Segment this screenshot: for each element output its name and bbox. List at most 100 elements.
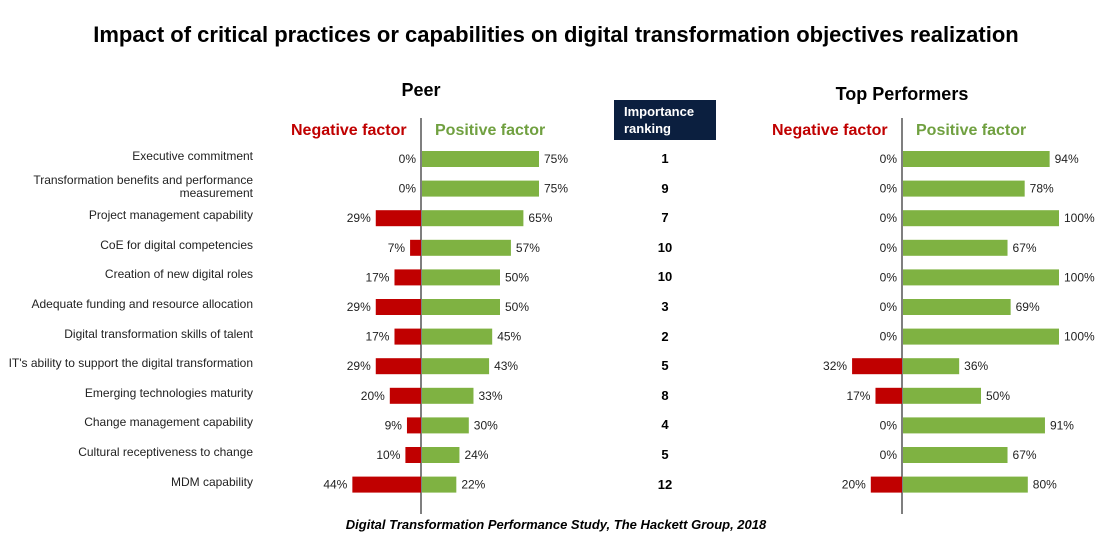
- peer-positive-bar: [422, 151, 539, 167]
- top-negative-value-label: 20%: [842, 478, 866, 492]
- peer-positive-value-label: 75%: [544, 152, 568, 166]
- peer-negative-bar: [389, 387, 421, 404]
- top-positive-bar: [903, 269, 1059, 286]
- peer-positive-value-label: 65%: [528, 211, 552, 225]
- peer-negative-bar: [375, 358, 421, 375]
- top-negative-bar: [852, 358, 902, 375]
- importance-rank: 1: [661, 151, 669, 166]
- category-label: Change management capability: [84, 415, 253, 430]
- peer-positive-value-label: 75%: [544, 182, 568, 196]
- source-footer: Digital Transformation Performance Study…: [345, 517, 767, 532]
- top-positive-value-label: 36%: [964, 359, 988, 373]
- importance-rank: 5: [661, 447, 669, 462]
- peer-positive-value-label: 45%: [497, 330, 521, 344]
- peer-negative-value-label: 44%: [323, 478, 347, 492]
- top-positive-value-label: 100%: [1064, 330, 1095, 344]
- peer-positive-bar: [422, 269, 500, 286]
- top-positive-bar: [903, 239, 1008, 256]
- top-positive-bar: [903, 387, 981, 404]
- top-negative-value-label: 0%: [880, 418, 898, 432]
- peer-negative-bar: [375, 299, 421, 315]
- top-negative-value-label: 0%: [880, 241, 898, 255]
- chart-title: Impact of critical practices or capabili…: [93, 22, 1019, 47]
- importance-rank: 2: [661, 328, 669, 344]
- top-negative-value-label: 0%: [880, 448, 898, 462]
- top-positive-value-label: 69%: [1016, 300, 1040, 314]
- top-performers-panel-title: Top Performers: [835, 84, 969, 104]
- top-positive-value-label: 100%: [1064, 211, 1095, 225]
- peer-positive-value-label: 57%: [516, 241, 540, 255]
- peer-positive-value-label: 24%: [464, 448, 488, 462]
- category-label: MDM capability: [170, 474, 253, 489]
- peer-positive-bar: [422, 476, 457, 493]
- importance-rank: 8: [661, 387, 669, 403]
- peer-negative-value-label: 7%: [388, 241, 406, 255]
- category-label: Digital transformation skills of talent: [64, 326, 253, 341]
- peer-negative-bar: [394, 269, 421, 286]
- peer-negative-legend: Negative factor: [291, 122, 407, 139]
- top-positive-bar: [903, 417, 1045, 434]
- peer-negative-bar: [352, 476, 421, 493]
- top-negative-value-label: 0%: [880, 330, 898, 344]
- peer-negative-bar: [406, 417, 421, 434]
- top-negative-bar: [870, 476, 902, 493]
- top-positive-value-label: 67%: [1013, 448, 1037, 462]
- peer-negative-bar: [405, 447, 421, 463]
- importance-rank: 9: [661, 180, 669, 196]
- top-positive-legend: Positive factor: [916, 122, 1027, 139]
- peer-positive-bar: [422, 299, 500, 315]
- top-positive-bar: [903, 210, 1059, 227]
- peer-positive-bar: [422, 180, 539, 197]
- peer-negative-value-label: 17%: [365, 270, 389, 284]
- top-negative-value-label: 0%: [880, 211, 898, 225]
- peer-negative-value-label: 0%: [399, 152, 417, 166]
- peer-positive-bar: [422, 447, 460, 463]
- peer-positive-value-label: 22%: [461, 478, 485, 492]
- peer-positive-bar: [422, 210, 524, 227]
- peer-positive-bar: [422, 239, 511, 256]
- category-label: Project management capability: [88, 208, 253, 223]
- category-label: Creation of new digital roles: [104, 267, 253, 282]
- top-negative-value-label: 32%: [823, 359, 847, 373]
- top-positive-value-label: 78%: [1030, 182, 1054, 196]
- importance-rank: 7: [661, 210, 669, 226]
- category-label: Emerging technologies maturity: [84, 385, 253, 400]
- importance-rank: 4: [661, 417, 669, 433]
- peer-negative-value-label: 29%: [347, 359, 371, 373]
- peer-panel-title: Peer: [401, 80, 441, 100]
- peer-negative-value-label: 0%: [399, 182, 417, 196]
- top-negative-bar: [875, 387, 902, 404]
- peer-negative-bar: [375, 210, 421, 227]
- peer-positive-bar: [422, 358, 490, 375]
- top-negative-value-label: 0%: [880, 300, 898, 314]
- top-positive-bar: [903, 358, 960, 375]
- peer-positive-bar: [422, 387, 474, 404]
- peer-negative-bar: [394, 328, 421, 345]
- top-positive-bar: [903, 151, 1050, 167]
- top-positive-bar: [903, 180, 1025, 197]
- importance-rank: 3: [661, 299, 669, 314]
- top-negative-legend: Negative factor: [772, 122, 888, 139]
- importance-rank: 5: [661, 358, 669, 374]
- category-label: Executive commitment: [132, 149, 253, 163]
- peer-positive-value-label: 43%: [494, 359, 518, 373]
- category-label: IT's ability to support the digital tran…: [8, 356, 253, 371]
- peer-positive-bar: [422, 417, 469, 434]
- peer-negative-value-label: 29%: [347, 300, 371, 314]
- peer-positive-legend: Positive factor: [435, 122, 546, 139]
- importance-ranking-header: Importance ranking: [614, 100, 716, 140]
- top-negative-value-label: 17%: [846, 389, 870, 403]
- peer-positive-value-label: 30%: [474, 418, 498, 432]
- peer-negative-value-label: 10%: [376, 448, 400, 462]
- importance-rank: 10: [657, 239, 673, 255]
- top-positive-bar: [903, 328, 1059, 345]
- top-negative-value-label: 0%: [880, 270, 898, 284]
- category-label: Cultural receptiveness to change: [78, 445, 253, 459]
- top-negative-value-label: 0%: [880, 182, 898, 196]
- category-label: CoE for digital competencies: [100, 237, 253, 252]
- category-label: Transformation benefits and performance …: [33, 172, 253, 200]
- top-positive-value-label: 91%: [1050, 418, 1074, 432]
- importance-rank: 12: [657, 476, 673, 492]
- peer-negative-value-label: 29%: [347, 211, 371, 225]
